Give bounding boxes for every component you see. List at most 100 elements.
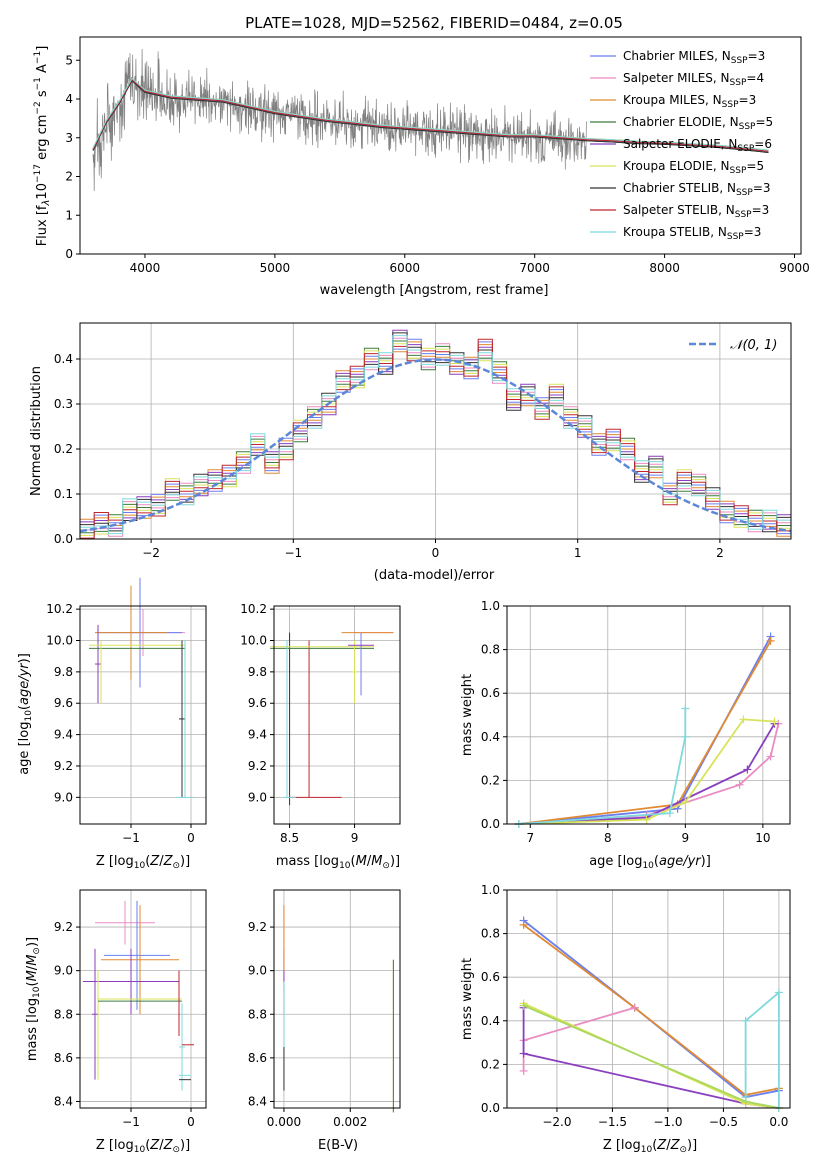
age-vs-Z-xtick-label: −1 xyxy=(122,831,140,845)
spectrum-xtick-label: 5000 xyxy=(260,261,291,275)
age-vs-mass-ytick-label: 10.2 xyxy=(240,602,267,616)
residuals-xtick-label: 0 xyxy=(432,546,440,560)
legend-label-value: =6 xyxy=(754,137,772,151)
legend-label-text: Salpeter MILES, N xyxy=(623,71,730,85)
spectrum-ytick-label: 2 xyxy=(65,170,73,184)
legend-label-sub: SSP xyxy=(731,56,748,66)
mass-vs-Z-ytick-label: 8.8 xyxy=(54,1007,73,1021)
legend-label-sub: SSP xyxy=(737,144,754,154)
age-vs-mass-ytick-label: 9.8 xyxy=(248,665,267,679)
weight-vs-age-xtick-label: 9 xyxy=(682,831,690,845)
age-vs-Z-ytick-label: 10.0 xyxy=(46,634,73,648)
residuals-ytick-label: 0.0 xyxy=(54,532,73,546)
residuals-xtick-label: 1 xyxy=(574,546,582,560)
weight-vs-age-xtick-label: 8 xyxy=(604,831,612,845)
legend-label-text: Chabrier ELODIE, N xyxy=(623,115,739,129)
age-vs-mass-xlabel: mass [log10(M/M⊙)] xyxy=(276,854,400,871)
mass-vs-EBV-xtick-label: 0.002 xyxy=(333,1115,367,1129)
residuals-xtick-label: −1 xyxy=(284,546,302,560)
model-line xyxy=(92,77,769,151)
weight-vs-Z-ytick-label: 0.6 xyxy=(481,970,500,984)
legend-label: Kroupa STELIB, NSSP=3 xyxy=(623,225,761,242)
legend-label-value: =5 xyxy=(755,115,773,129)
weight-line xyxy=(523,924,780,1096)
spectrum-xtick-label: 9000 xyxy=(779,261,810,275)
mass-vs-ebv-frame xyxy=(273,889,401,1109)
spectrum-ytick-label: 5 xyxy=(65,53,73,67)
residuals-ytick-label: 0.3 xyxy=(54,397,73,411)
legend-label-value: =3 xyxy=(744,225,762,239)
legend-label-value: =3 xyxy=(753,181,771,195)
mass-vs-Z-xtick-label: −1 xyxy=(122,1115,140,1129)
legend-label: Chabrier MILES, NSSP=3 xyxy=(623,49,765,66)
weight-vs-age-xtick-label: 10 xyxy=(755,831,770,845)
age-vs-z-panel: −1 0 9.0 9.2 9.4 9.6 9.8 10.0 10.2 Z [log10(Z/Z⊙… xyxy=(17,577,207,871)
weight-line xyxy=(522,1006,635,1071)
residuals-xtick-label: 2 xyxy=(716,546,724,560)
age-vs-Z-ytick-label: 9.4 xyxy=(54,728,73,742)
age-vs-Z-ytick-label: 9.8 xyxy=(54,665,73,679)
normal-curve xyxy=(79,358,792,533)
weight-vs-z-frame xyxy=(506,889,791,1109)
mass-vs-z-ylabel: mass [log10(M/M⊙)] xyxy=(25,937,42,1061)
residuals-ytick-label: 0.2 xyxy=(54,442,73,456)
mass-vs-z-xlabel: Z [log10(Z/Z⊙)] xyxy=(96,1138,190,1155)
legend-label-sub: SSP xyxy=(736,188,753,198)
mass-vs-EBV-ytick-label: 8.6 xyxy=(248,1051,267,1065)
residual-histogram xyxy=(80,343,791,536)
age-vs-z-frame xyxy=(79,605,207,825)
age-vs-Z-xtick-label: 0 xyxy=(187,831,195,845)
spectrum-ytick-label: 3 xyxy=(65,131,73,145)
weight-vs-age-ytick-label: 0.2 xyxy=(481,773,500,787)
age-vs-mass-ytick-label: 9.4 xyxy=(248,728,267,742)
residuals-panel: −2 −1 0 1 2 0.0 0.1 0.2 0.3 0.4 (data-model)/erro… xyxy=(29,322,792,583)
legend-label-value: =3 xyxy=(739,93,757,107)
legend-label-text: Salpeter ELODIE, N xyxy=(623,137,737,151)
weight-vs-Z-ytick-label: 0.2 xyxy=(481,1057,500,1071)
mass-vs-Z-ytick-label: 9.2 xyxy=(54,920,73,934)
weight-vs-age-panel: 7 8 9 10 0.0 0.2 0.4 0.6 0.8 1.0 age [log10(age/y… xyxy=(460,599,791,871)
weight-vs-age-ytick-label: 0.0 xyxy=(481,817,500,831)
age-vs-mass-xtick-label: 9 xyxy=(351,831,359,845)
residuals-ylabel: Normed distribution xyxy=(29,366,44,496)
legend-label-value: =5 xyxy=(746,159,764,173)
legend-label-text: Chabrier STELIB, N xyxy=(623,181,736,195)
legend-label: Kroupa MILES, NSSP=3 xyxy=(623,93,756,110)
weight-vs-Z-xtick-label: −1.5 xyxy=(598,1115,627,1129)
residual-histogram xyxy=(80,338,791,539)
legend-label: Chabrier ELODIE, NSSP=5 xyxy=(623,115,773,132)
age-vs-mass-ytick-label: 9.0 xyxy=(248,790,267,804)
mass-vs-EBV-ytick-label: 8.8 xyxy=(248,1007,267,1021)
legend-label-value: =3 xyxy=(752,203,770,217)
weight-line xyxy=(518,708,687,825)
legend-label-text: Kroupa STELIB, N xyxy=(623,225,727,239)
spectrum-xtick-label: 6000 xyxy=(390,261,421,275)
age-vs-mass-panel: 8.5 9 9.0 9.2 9.4 9.6 9.8 10.0 10.2 mass [log10(… xyxy=(240,602,401,871)
age-vs-Z-ytick-label: 9.0 xyxy=(54,790,73,804)
weight-vs-age-ytick-label: 0.4 xyxy=(481,730,500,744)
legend-label-value: =3 xyxy=(748,49,766,63)
mass-vs-EBV-xtick-label: 0.000 xyxy=(267,1115,301,1129)
weight-vs-z-xlabel: Z [log10(Z/Z⊙)] xyxy=(603,1138,697,1155)
mass-vs-ebv-xlabel: E(B-V) xyxy=(318,1138,358,1153)
observed-spectrum xyxy=(92,48,587,192)
weight-vs-age-xlabel: age [log10(age/yr)] xyxy=(589,854,711,871)
weight-vs-Z-xtick-label: 0.0 xyxy=(769,1115,788,1129)
spectrum-ytick-label: 4 xyxy=(65,92,73,106)
mass-vs-Z-xtick-label: 0 xyxy=(187,1115,195,1129)
spectrum-ytick-label: 0 xyxy=(65,247,73,261)
legend-label-sub: SSP xyxy=(727,232,744,242)
mass-vs-z-frame xyxy=(79,889,207,1109)
residuals-ytick-label: 0.1 xyxy=(54,487,73,501)
legend-label: Salpeter STELIB, NSSP=3 xyxy=(623,203,769,220)
age-vs-z-xlabel: Z [log10(Z/Z⊙)] xyxy=(96,854,190,871)
weight-vs-Z-ytick-label: 0.0 xyxy=(481,1101,500,1115)
weight-vs-z-panel: −2.0 −1.5 −1.0 −0.5 0.0 0.0 0.2 0.4 0.6 0.8 1.0 Z … xyxy=(460,883,791,1155)
legend-label-sub: SSP xyxy=(730,166,747,176)
spectrum-xtick-label: 8000 xyxy=(649,261,680,275)
mass-vs-Z-ytick-label: 8.6 xyxy=(54,1051,73,1065)
age-vs-z-ylabel: age [log10(age/yr)] xyxy=(17,653,34,775)
mass-vs-EBV-ytick-label: 9.0 xyxy=(248,964,267,978)
